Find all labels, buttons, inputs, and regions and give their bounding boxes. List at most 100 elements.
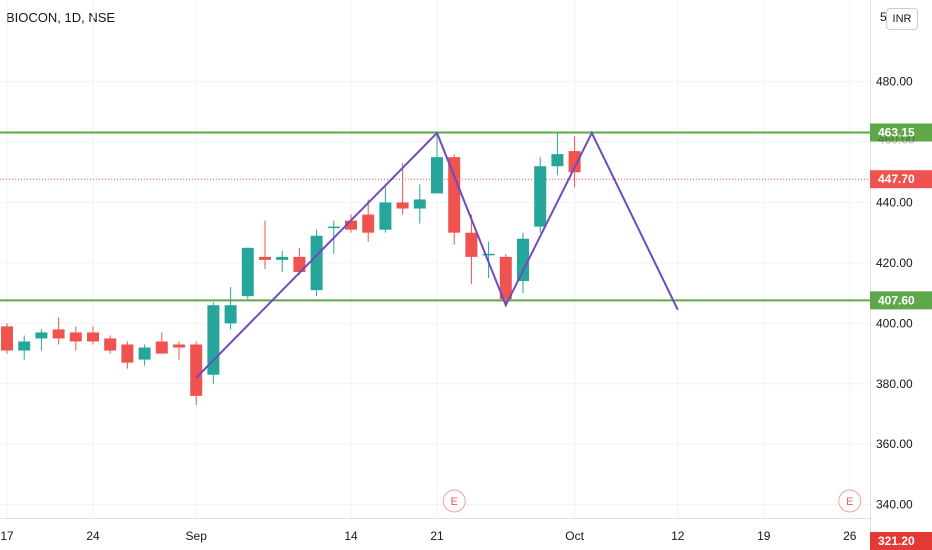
time-tick-label: 17 <box>0 529 14 543</box>
candle-body <box>52 329 65 339</box>
candle-body <box>121 344 134 363</box>
candle <box>379 187 392 233</box>
time-tick-label: 26 <box>843 529 857 543</box>
candle-body <box>379 202 392 230</box>
candle <box>413 184 426 224</box>
price-tag-label: 407.60 <box>878 293 915 307</box>
candle <box>138 344 151 366</box>
price-tag-under: 460.00 <box>878 133 915 147</box>
candle-body <box>155 341 168 354</box>
candle <box>499 253 512 306</box>
candles <box>1 132 581 405</box>
candle <box>534 157 547 233</box>
earnings-circle <box>838 489 862 513</box>
candle-body <box>517 238 529 282</box>
time-tick-label: Sep <box>186 529 208 543</box>
price-tick-label: 5 <box>880 10 887 24</box>
price-tick-label: 380.00 <box>876 377 913 391</box>
earnings-marker[interactable]: E <box>838 489 862 513</box>
price-tag-bg <box>870 123 932 142</box>
candle-body <box>431 157 443 194</box>
price-tag[interactable]: 321.20 <box>870 532 932 550</box>
candle-body <box>138 347 151 360</box>
candle-body <box>568 151 581 173</box>
candle <box>293 247 306 275</box>
candle <box>190 341 203 405</box>
chart-title: BIOCON, 1D, NSE <box>6 10 116 25</box>
pattern-lines[interactable] <box>195 130 679 379</box>
price-tag-label: 321.20 <box>878 534 915 548</box>
time-axis[interactable]: 17 24 Sep 14 21 Oct 12 19 26 <box>0 518 870 544</box>
price-tick-label: 440.00 <box>876 195 913 209</box>
candle-body <box>345 220 357 230</box>
price-tag-label: 447.70 <box>878 172 915 186</box>
candle-body <box>35 332 48 339</box>
candle-body <box>241 247 254 297</box>
candle-body <box>465 232 478 257</box>
time-tick-label: 19 <box>757 529 771 543</box>
candle-body <box>482 253 495 256</box>
time-tick-label: 21 <box>430 529 444 543</box>
candle <box>310 229 323 297</box>
candle <box>465 214 478 285</box>
candle <box>18 335 31 360</box>
time-tick-label: 14 <box>344 529 358 543</box>
candle-body <box>534 166 547 227</box>
candle <box>517 232 529 294</box>
price-tag-bg <box>870 291 932 310</box>
price-tag[interactable]: 447.70 <box>870 170 932 189</box>
candle <box>173 341 185 360</box>
candle <box>52 317 65 345</box>
earnings-marker[interactable]: E <box>442 489 466 513</box>
candle-body <box>104 338 117 351</box>
candle-body <box>448 157 461 233</box>
earnings-circle <box>442 489 466 513</box>
time-tick-label: Oct <box>565 529 584 543</box>
candle-body <box>413 199 426 209</box>
candle <box>396 163 409 215</box>
candle <box>276 250 289 272</box>
candle <box>207 302 220 384</box>
candle <box>121 341 134 369</box>
candle-body <box>1 326 13 351</box>
candle-body <box>396 202 409 209</box>
price-axis[interactable]: 340.00 360.00 380.00 400.00 420.00 440.00 480.… <box>870 0 932 550</box>
candle-body <box>293 256 306 272</box>
candle <box>431 132 443 194</box>
grid <box>0 0 870 518</box>
price-tag-label: 463.15 <box>878 126 915 140</box>
candle-body <box>18 341 31 351</box>
candle <box>35 329 48 351</box>
candle-body <box>87 332 99 342</box>
candle <box>1 323 13 354</box>
price-tag[interactable]: 407.60 <box>870 291 932 310</box>
pattern-line[interactable] <box>195 130 679 379</box>
candle-body <box>259 256 271 260</box>
candle <box>568 135 581 188</box>
candle-body <box>276 256 289 260</box>
candle <box>155 332 168 354</box>
candle <box>87 326 99 345</box>
candle-body <box>69 332 82 342</box>
time-tick-label: 24 <box>86 529 100 543</box>
price-tick-label: 360.00 <box>876 437 913 451</box>
price-tick-label: 420.00 <box>876 256 913 270</box>
horizontal-lines <box>0 131 870 302</box>
earnings-label: E <box>451 496 458 508</box>
candle <box>345 214 357 233</box>
candle-body <box>327 226 340 229</box>
candle-body <box>499 256 512 300</box>
candle-body <box>224 305 237 324</box>
candle <box>362 199 375 242</box>
price-tag-bg <box>870 170 932 189</box>
candle <box>448 154 461 245</box>
candle-body <box>173 344 185 348</box>
candle-body <box>190 344 203 396</box>
currency-badge[interactable]: INR <box>886 8 918 30</box>
candle-body <box>362 214 375 233</box>
candle <box>259 220 271 269</box>
price-tick-label: 340.00 <box>876 498 913 512</box>
